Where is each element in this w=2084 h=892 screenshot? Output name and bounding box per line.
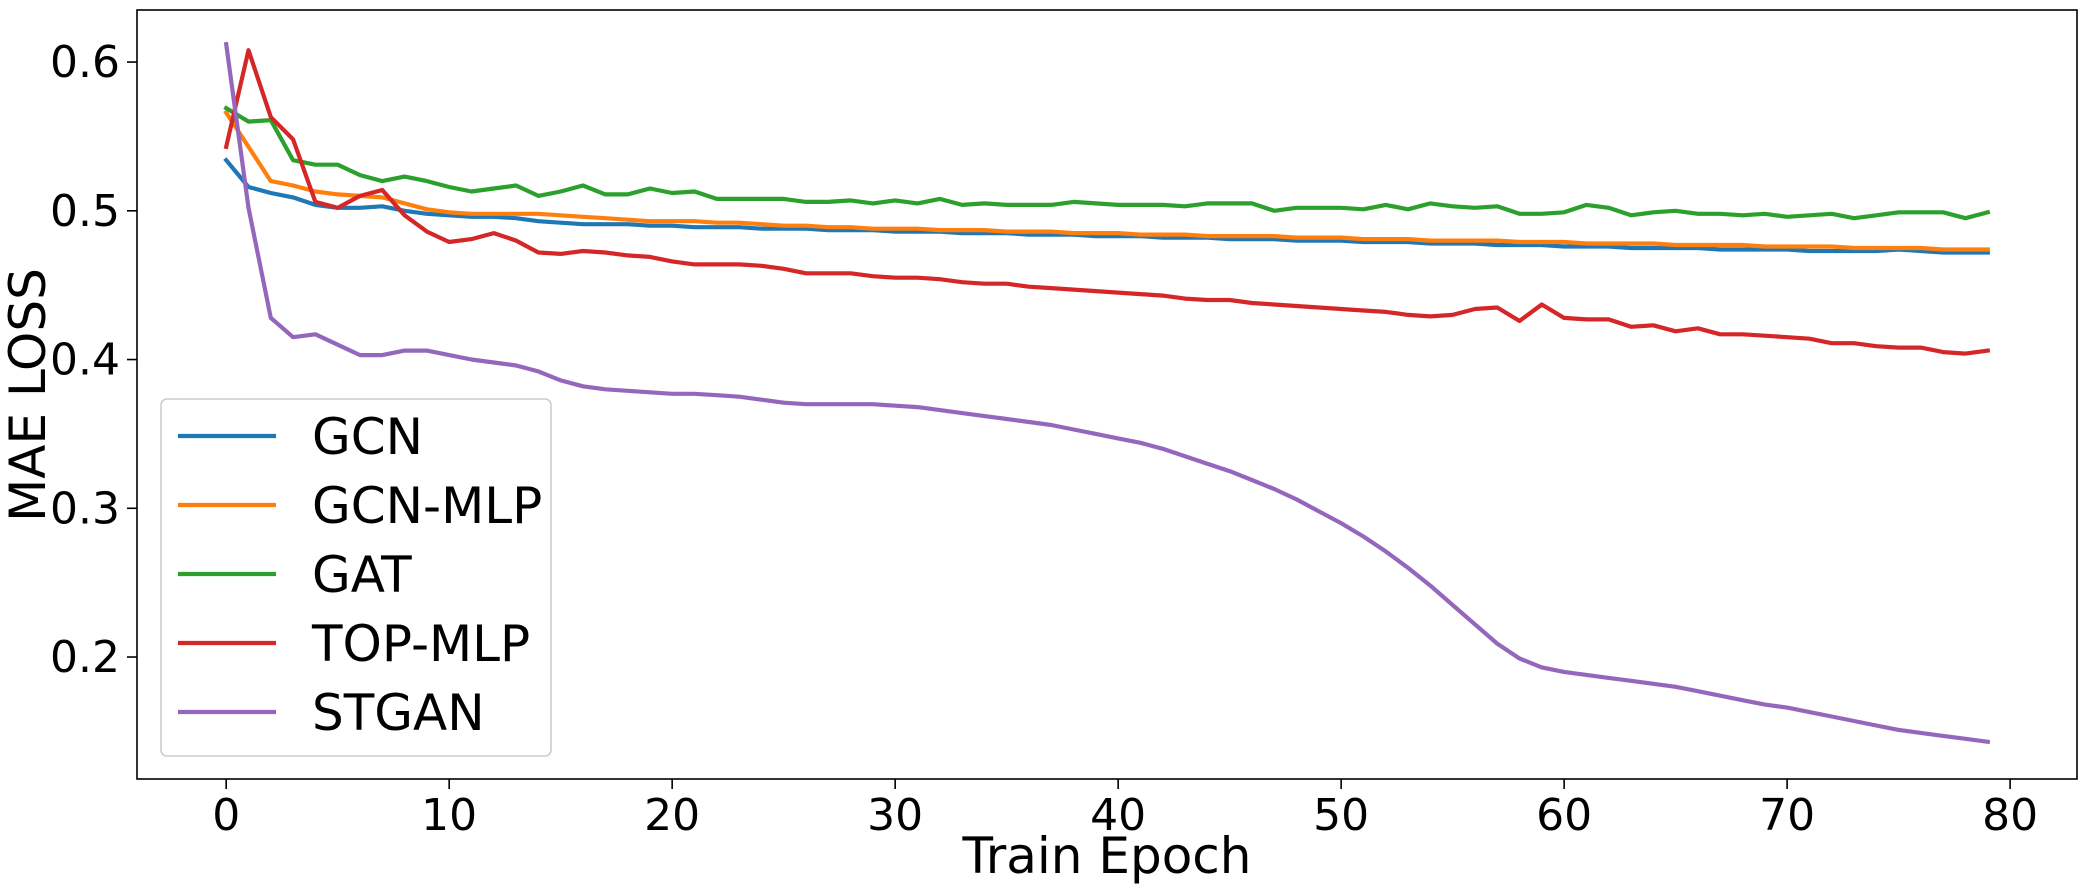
legend-label-gcn: GCN: [312, 408, 423, 466]
x-tick-label: 50: [1313, 790, 1369, 841]
x-axis-ticks: 0 10 20 30 40 50 60 70 80: [212, 779, 2038, 841]
x-tick-label: 0: [212, 790, 240, 841]
series-line-top-mlp: [223, 48, 1991, 356]
x-tick-label: 60: [1536, 790, 1592, 841]
y-axis-ticks: 0.2 0.3 0.4 0.5 0.6: [50, 37, 137, 683]
series-line-gat: [223, 105, 1991, 221]
y-tick-label: 0.5: [50, 186, 120, 237]
x-tick-label: 30: [867, 790, 923, 841]
series-line-gcn: [223, 157, 1990, 255]
y-tick-label: 0.4: [50, 335, 120, 386]
y-axis-label: MAE LOSS: [0, 268, 57, 522]
y-tick-label: 0.3: [50, 483, 120, 534]
legend-label-gcn-mlp: GCN-MLP: [312, 477, 542, 535]
x-tick-label: 20: [644, 790, 700, 841]
legend-label-stgan: STGAN: [312, 684, 485, 742]
y-tick-label: 0.6: [50, 37, 120, 88]
x-axis-label: Train Epoch: [962, 827, 1252, 885]
legend-label-gat: GAT: [312, 546, 412, 604]
series-lines: [223, 41, 1991, 745]
legend-label-top-mlp: TOP-MLP: [311, 615, 530, 673]
x-tick-label: 70: [1759, 790, 1815, 841]
series-line-stgan: [223, 41, 1991, 745]
plot-frame: [136, 9, 2078, 780]
y-tick-label: 0.2: [50, 632, 120, 683]
legend: GCN GCN-MLP GAT TOP-MLP STGAN: [160, 398, 552, 757]
x-tick-label: 10: [421, 790, 477, 841]
x-tick-label: 80: [1982, 790, 2038, 841]
legend-box: [160, 398, 552, 757]
x-tick-label: 40: [1090, 790, 1146, 841]
series-line-gcn-mlp: [223, 109, 1990, 252]
